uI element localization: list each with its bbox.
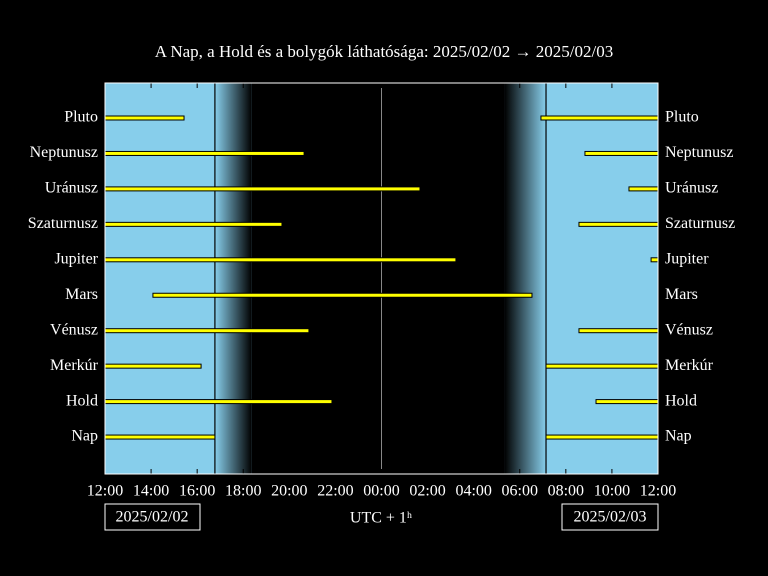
row-label: Merkúr	[665, 357, 714, 374]
visibility-bar	[578, 221, 659, 227]
dawn	[504, 83, 547, 474]
row-label: Neptunusz	[30, 144, 98, 161]
x-tick-label: 16:00	[179, 483, 215, 500]
visibility-bar	[584, 150, 659, 156]
row-label: Uránusz	[45, 180, 98, 197]
plot-frame	[104, 82, 659, 475]
x-tick-label: 18:00	[225, 483, 261, 500]
visibility-bar	[628, 186, 659, 192]
visibility-bar	[578, 328, 659, 334]
visibility-bar	[650, 257, 659, 263]
row-label: Pluto	[665, 109, 699, 126]
visibility-bar	[104, 150, 305, 156]
x-tick-label: 02:00	[409, 483, 445, 500]
x-tick-label: 12:00	[640, 483, 676, 500]
row-label: Neptunusz	[665, 144, 733, 161]
x-tick-label: 10:00	[594, 483, 630, 500]
row-label: Szaturnusz	[28, 215, 98, 232]
dusk	[214, 83, 252, 474]
row-label: Merkúr	[50, 357, 99, 374]
row-label: Mars	[665, 286, 698, 303]
row-label: Vénusz	[50, 321, 98, 338]
visibility-bar	[104, 399, 333, 405]
visibility-bar	[104, 221, 283, 227]
x-tick-label: 12:00	[87, 483, 123, 500]
row-label: Jupiter	[54, 250, 98, 267]
row-label: Nap	[71, 428, 98, 445]
row-label: Hold	[665, 392, 697, 409]
x-axis-label: UTC + 1ʰ	[350, 510, 412, 527]
row-label: Pluto	[64, 109, 98, 126]
visibility-bar	[152, 292, 533, 298]
visibility-bar	[545, 434, 659, 440]
row-label: Nap	[665, 428, 692, 445]
x-tick-label: 04:00	[455, 483, 491, 500]
visibility-bar	[104, 328, 310, 334]
visibility-bar	[540, 115, 659, 121]
visibility-bar	[104, 186, 421, 192]
x-tick-label: 14:00	[133, 483, 169, 500]
x-tick-label: 20:00	[271, 483, 307, 500]
row-label: Hold	[66, 392, 98, 409]
row-label: Jupiter	[665, 250, 709, 267]
row-label: Uránusz	[665, 180, 718, 197]
visibility-bar	[595, 399, 659, 405]
visibility-bar	[104, 434, 216, 440]
x-tick-label: 00:00	[363, 483, 399, 500]
night	[251, 83, 505, 474]
row-label: Mars	[65, 286, 98, 303]
date-box	[104, 503, 201, 531]
visibility-bar	[104, 363, 202, 369]
start-date: 2025/02/02	[116, 509, 189, 526]
visibility-bar	[104, 257, 457, 263]
visibility-bar	[545, 363, 659, 369]
end-date: 2025/02/03	[574, 509, 647, 526]
x-tick-label: 08:00	[548, 483, 584, 500]
date-box	[561, 503, 659, 531]
row-label: Szaturnusz	[665, 215, 735, 232]
row-label: Vénusz	[665, 321, 713, 338]
x-tick-label: 22:00	[317, 483, 353, 500]
visibility-bar	[104, 115, 185, 121]
chart-title: A Nap, a Hold és a bolygók láthatósága: …	[155, 42, 613, 61]
x-tick-label: 06:00	[502, 483, 538, 500]
